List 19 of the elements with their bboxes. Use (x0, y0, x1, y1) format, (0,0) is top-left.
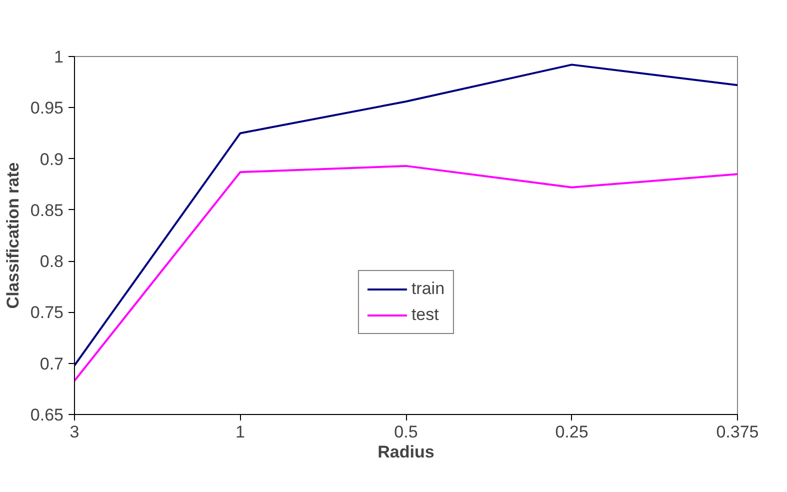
line-series (74, 164, 738, 382)
y-tick-label: 0.8 (40, 252, 64, 272)
legend-label: train (411, 279, 445, 299)
x-tick-label: 0.25 (555, 422, 588, 442)
y-tick-label: 0.75 (30, 303, 64, 322)
y-tick-label: 0.65 (30, 406, 64, 424)
x-tick-label: 0.5 (394, 422, 418, 442)
y-tick-label: 0.85 (30, 200, 64, 220)
x-tick-label: 0.375 (716, 422, 759, 442)
y-axis-title: Classification rate (3, 162, 22, 309)
y-tick-label: 0.9 (40, 150, 64, 169)
x-tick-label: 3 (70, 422, 80, 442)
line-series (74, 64, 738, 366)
y-tick-label: 0.95 (30, 98, 64, 118)
x-tick-label: 1 (236, 422, 245, 442)
x-axis-title: Radius (378, 442, 434, 462)
y-tick-label: 0.7 (40, 354, 64, 374)
legend-label: test (411, 305, 439, 325)
y-tick-label: 1 (54, 48, 64, 66)
